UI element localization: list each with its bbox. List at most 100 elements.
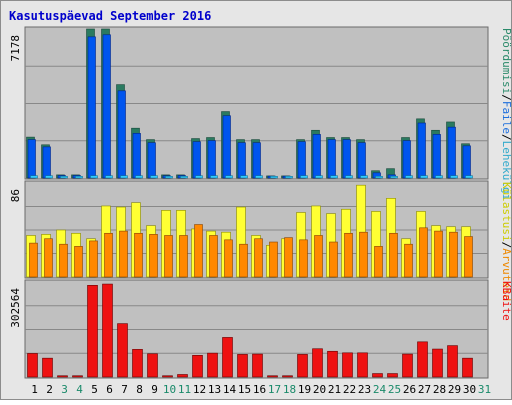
bar-pages-day-21 — [330, 175, 338, 179]
legend-pages: Lehekülgi — [500, 141, 512, 201]
bar-sites-day-22 — [344, 232, 353, 278]
bar-sites-day-6 — [104, 232, 113, 278]
bar-files-day-22 — [342, 139, 351, 179]
bar-kbytes-day-7 — [117, 323, 128, 378]
bar-sites-day-11 — [179, 235, 188, 278]
bar-kbytes-day-27 — [417, 341, 428, 378]
legend-visits: Külastusi — [500, 182, 512, 242]
bar-files-day-21 — [327, 139, 336, 179]
day-labels: 1 2 3 4 5 6 7 8 9 10 11 12 13 14 15 16 17 18 19 20 21 22 23 24 2… — [31, 383, 491, 396]
bar-files-day-23 — [357, 142, 366, 179]
bar-sites-day-1 — [29, 242, 38, 278]
bar-files-day-30 — [462, 145, 471, 179]
bar-sites-day-10 — [164, 235, 173, 278]
bar-kbytes-day-10 — [162, 375, 173, 378]
bar-kbytes-day-9 — [147, 353, 158, 378]
bar-pages-day-10 — [165, 176, 173, 179]
day-label-30: 30 — [463, 383, 476, 396]
legend-hits: Pöördumisi — [500, 28, 512, 94]
bar-sites-day-8 — [134, 232, 143, 278]
day-label-5: 5 — [91, 383, 98, 396]
bar-pages-day-8 — [135, 175, 143, 179]
panel-kbytes: 302564 KBaite — [9, 279, 512, 379]
bar-pages-day-19 — [300, 175, 308, 179]
bar-kbytes-day-4 — [72, 375, 83, 378]
bar-kbytes-day-18 — [282, 375, 293, 378]
bar-files-day-6 — [102, 34, 111, 179]
day-label-29: 29 — [448, 383, 461, 396]
bar-pages-day-25 — [390, 176, 398, 179]
legend-separator: / — [500, 134, 512, 141]
bar-kbytes-day-1 — [27, 353, 38, 378]
bar-pages-day-29 — [450, 175, 458, 179]
bar-files-day-12 — [192, 141, 201, 179]
legend-kbytes: KBaite — [500, 281, 512, 321]
bar-kbytes-day-21 — [327, 350, 338, 378]
bar-files-day-27 — [417, 122, 426, 179]
chart-title: Kasutuspäevad September 2016 — [9, 9, 211, 23]
day-label-13: 13 — [208, 383, 221, 396]
bar-pages-day-9 — [150, 175, 158, 179]
bar-sites-day-25 — [389, 232, 398, 278]
panel-visits: 86 Külastusi/Arvuteid — [9, 180, 512, 301]
bar-sites-day-12 — [194, 224, 203, 278]
legend-files: Faile — [500, 101, 512, 134]
bar-files-day-29 — [447, 126, 456, 179]
bar-kbytes-day-5 — [87, 285, 98, 378]
panel-traffic: 7178 Pöördumisi/Faile/Lehekülgi — [9, 26, 512, 200]
bar-kbytes-day-24 — [372, 373, 383, 378]
bar-pages-day-14 — [225, 175, 233, 179]
day-label-4: 4 — [76, 383, 83, 396]
bar-pages-day-30 — [465, 175, 473, 179]
bar-sites-day-14 — [224, 239, 233, 278]
bar-sites-day-29 — [449, 231, 458, 278]
bar-pages-day-23 — [360, 175, 368, 179]
day-label-24: 24 — [373, 383, 387, 396]
bar-kbytes-day-8 — [132, 349, 143, 378]
bar-pages-day-17 — [270, 176, 278, 179]
bar-kbytes-day-29 — [447, 345, 458, 378]
day-label-31: 31 — [478, 383, 491, 396]
legend-separator: / — [500, 242, 512, 249]
bar-files-day-9 — [147, 142, 156, 179]
day-label-1: 1 — [31, 383, 38, 396]
legend-sites: Arvuteid — [500, 248, 512, 301]
day-label-11: 11 — [178, 383, 191, 396]
day-label-27: 27 — [418, 383, 431, 396]
bar-sites-day-7 — [119, 230, 128, 278]
bar-kbytes-day-3 — [57, 375, 68, 378]
day-label-7: 7 — [121, 383, 128, 396]
day-label-28: 28 — [433, 383, 446, 396]
bar-pages-day-3 — [60, 176, 68, 179]
day-label-20: 20 — [313, 383, 326, 396]
bar-sites-day-27 — [419, 227, 428, 278]
day-label-25: 25 — [388, 383, 401, 396]
bar-sites-day-3 — [59, 243, 68, 278]
day-label-21: 21 — [328, 383, 341, 396]
day-label-23: 23 — [358, 383, 371, 396]
bar-sites-day-13 — [209, 235, 218, 278]
bar-pages-day-1 — [30, 175, 38, 179]
bar-kbytes-day-14 — [222, 337, 233, 378]
panel-kbytes-max-label: 302564 — [9, 288, 22, 328]
bar-sites-day-15 — [239, 243, 248, 278]
bar-sites-day-24 — [374, 246, 383, 278]
bar-files-day-5 — [87, 36, 96, 179]
bar-files-day-1 — [27, 139, 36, 179]
bar-files-day-20 — [312, 134, 321, 179]
bar-pages-day-16 — [255, 175, 263, 179]
bar-sites-day-16 — [254, 238, 263, 278]
bar-kbytes-day-15 — [237, 354, 248, 378]
bar-files-day-26 — [402, 140, 411, 179]
bar-sites-day-28 — [434, 230, 443, 278]
panel-traffic-legend: Pöördumisi/Faile/Lehekülgi — [500, 28, 512, 200]
bar-sites-day-20 — [314, 235, 323, 278]
legend-separator: / — [500, 94, 512, 101]
day-label-15: 15 — [238, 383, 251, 396]
bar-pages-day-20 — [315, 175, 323, 179]
bar-sites-day-30 — [464, 236, 473, 278]
bar-kbytes-day-2 — [42, 357, 53, 378]
